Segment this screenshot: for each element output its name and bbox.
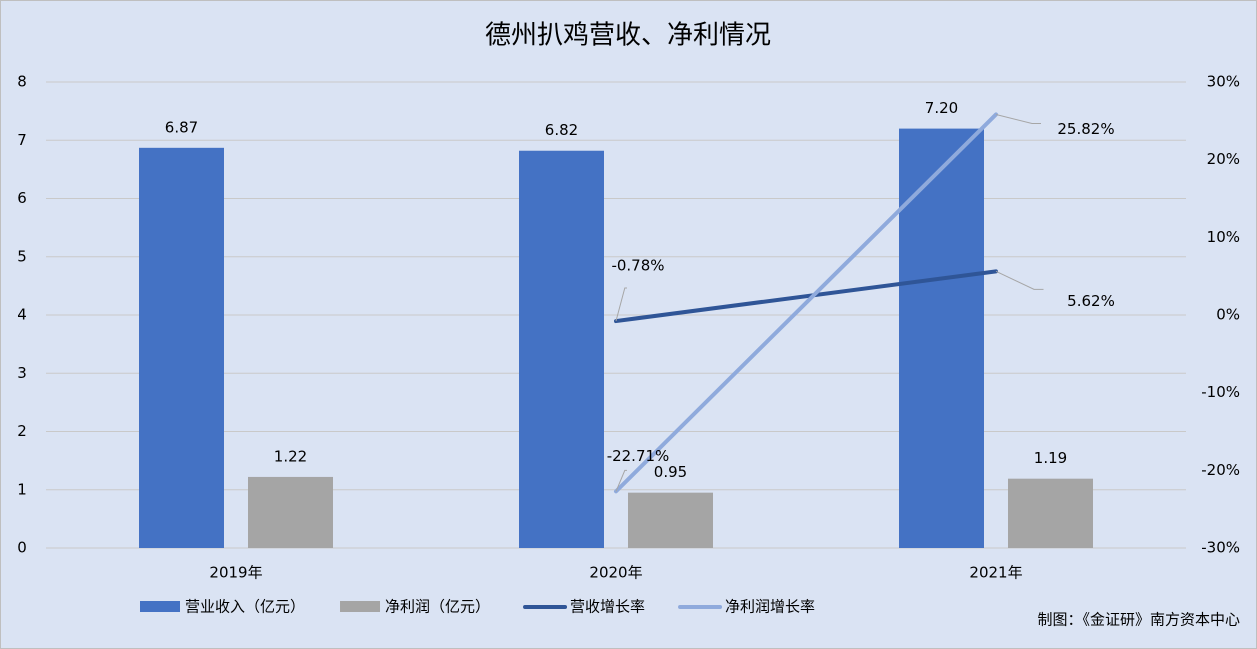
leader-line — [995, 113, 1041, 124]
y-tick-label: 4 — [17, 306, 27, 324]
line-value-label: -0.78% — [611, 257, 664, 275]
bar — [519, 150, 604, 549]
source-note: 制图：《金证研》南方资本中心 — [1037, 611, 1240, 629]
bar — [248, 476, 333, 548]
legend-label: 营收增长率 — [570, 598, 645, 616]
y2-tick-label: -20% — [1201, 461, 1240, 479]
y2-tick-label: -30% — [1201, 539, 1240, 557]
line-value-label: 25.82% — [1057, 120, 1114, 138]
line-value-label: -22.71% — [607, 447, 670, 465]
legend-swatch — [340, 601, 381, 612]
line — [614, 112, 998, 494]
legend-swatch — [140, 601, 180, 612]
legend-label: 净利润增长率 — [725, 598, 815, 616]
line-value-label: 5.62% — [1067, 292, 1115, 310]
y2-tick-label: -10% — [1201, 383, 1240, 401]
bar-value-label: 1.22 — [274, 447, 307, 465]
x-tick-label: 2020年 — [589, 564, 642, 582]
legend-label: 营业收入（亿元） — [185, 598, 305, 616]
y-tick-label: 3 — [17, 364, 27, 382]
bar-value-label: 0.95 — [654, 463, 687, 481]
chart-title: 德州扒鸡营收、净利情况 — [485, 21, 771, 51]
y-tick-label: 7 — [17, 131, 27, 149]
y-tick-label: 2 — [17, 422, 27, 440]
bar-value-label: 6.87 — [165, 118, 198, 136]
bar — [628, 492, 713, 548]
line — [614, 269, 998, 324]
x-tick-label: 2019年 — [209, 564, 262, 582]
legend-label: 净利润（亿元） — [385, 598, 490, 616]
bar — [899, 128, 984, 548]
y2-tick-label: 0% — [1216, 306, 1240, 324]
leader-line — [615, 287, 627, 322]
y-tick-label: 1 — [17, 480, 27, 498]
x-tick-label: 2021年 — [969, 564, 1022, 582]
y2-tick-label: 20% — [1207, 150, 1240, 168]
y-tick-label: 6 — [17, 189, 27, 207]
bar — [139, 147, 224, 548]
y-tick-label: 0 — [17, 539, 27, 557]
y-tick-label: 8 — [17, 73, 27, 91]
y-tick-label: 5 — [17, 247, 27, 265]
y2-tick-label: 10% — [1207, 228, 1240, 246]
bar — [1008, 478, 1093, 548]
bar-value-label: 7.20 — [925, 99, 958, 117]
leader-line — [615, 469, 627, 492]
leader-line — [995, 270, 1044, 290]
y2-tick-label: 30% — [1207, 73, 1240, 91]
bar-value-label: 1.19 — [1034, 449, 1067, 467]
bar-value-label: 6.82 — [545, 121, 578, 139]
